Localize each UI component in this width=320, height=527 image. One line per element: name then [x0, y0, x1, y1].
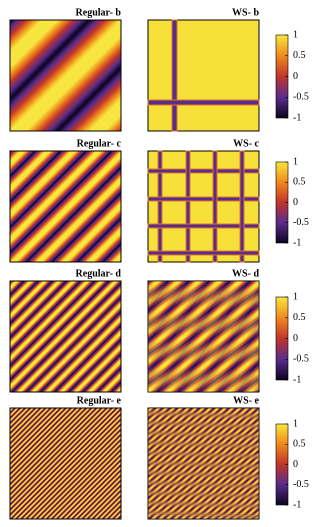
- colorbar-tick-label: -0.5: [293, 479, 309, 490]
- colorbar-tick-label: -1: [293, 237, 301, 248]
- colorbar-tick-label: 0: [293, 197, 298, 208]
- colorbar-tick-label: 0.5: [293, 50, 306, 61]
- heatmap: [9, 150, 122, 263]
- heatmap-overlay: [148, 281, 259, 392]
- colorbar-tick-label: 1: [293, 156, 298, 167]
- colorbar-tick-label: 0: [293, 71, 298, 82]
- colorbar-tick-label: -1: [293, 499, 301, 510]
- colorbar-tick-label: 1: [293, 29, 298, 40]
- colorbar-tick-label: -1: [293, 112, 301, 123]
- heatmap-line: [147, 196, 260, 202]
- panel-title: Regular- d: [76, 268, 122, 279]
- panel-title: Regular- c: [77, 138, 122, 149]
- heatmap-line: [185, 150, 191, 263]
- colorbar-tick-label: 1: [293, 418, 298, 429]
- heatmap: [9, 19, 122, 132]
- colorbar-tick-label: -0.5: [293, 92, 309, 103]
- heatmap-line: [147, 168, 260, 174]
- colorbar-tick-label: 0: [293, 459, 298, 470]
- panel-title: Regular- b: [76, 7, 122, 18]
- panel-title: WS- c: [233, 138, 259, 149]
- panel-title: WS- e: [233, 395, 259, 406]
- heatmap-overlay: [148, 408, 259, 519]
- colorbar-tick-label: 0: [293, 333, 298, 344]
- heatmap-line: [212, 150, 218, 263]
- heatmap: [9, 407, 122, 520]
- colorbar-tick-label: 0.5: [293, 312, 306, 323]
- heatmap: [9, 280, 122, 393]
- panel-title: Regular- e: [77, 395, 122, 406]
- heatmap-line: [147, 223, 260, 229]
- heatmap-line: [239, 150, 245, 263]
- colorbar-tick-label: 0.5: [293, 177, 306, 188]
- colorbar-tick-label: -0.5: [293, 354, 309, 365]
- heatmap-line: [147, 99, 260, 106]
- panel-title: WS- b: [232, 7, 259, 18]
- colorbar-tick-label: 0.5: [293, 439, 306, 450]
- heatmap-line: [171, 19, 178, 132]
- panel-title: WS- d: [232, 268, 259, 279]
- colorbar-tick-label: 1: [293, 291, 298, 302]
- heatmap: [147, 19, 260, 132]
- colorbar-tick-label: -0.5: [293, 217, 309, 228]
- heatmap-line: [157, 150, 163, 263]
- heatmap-line: [147, 250, 260, 256]
- colorbar-tick-label: -1: [293, 374, 301, 385]
